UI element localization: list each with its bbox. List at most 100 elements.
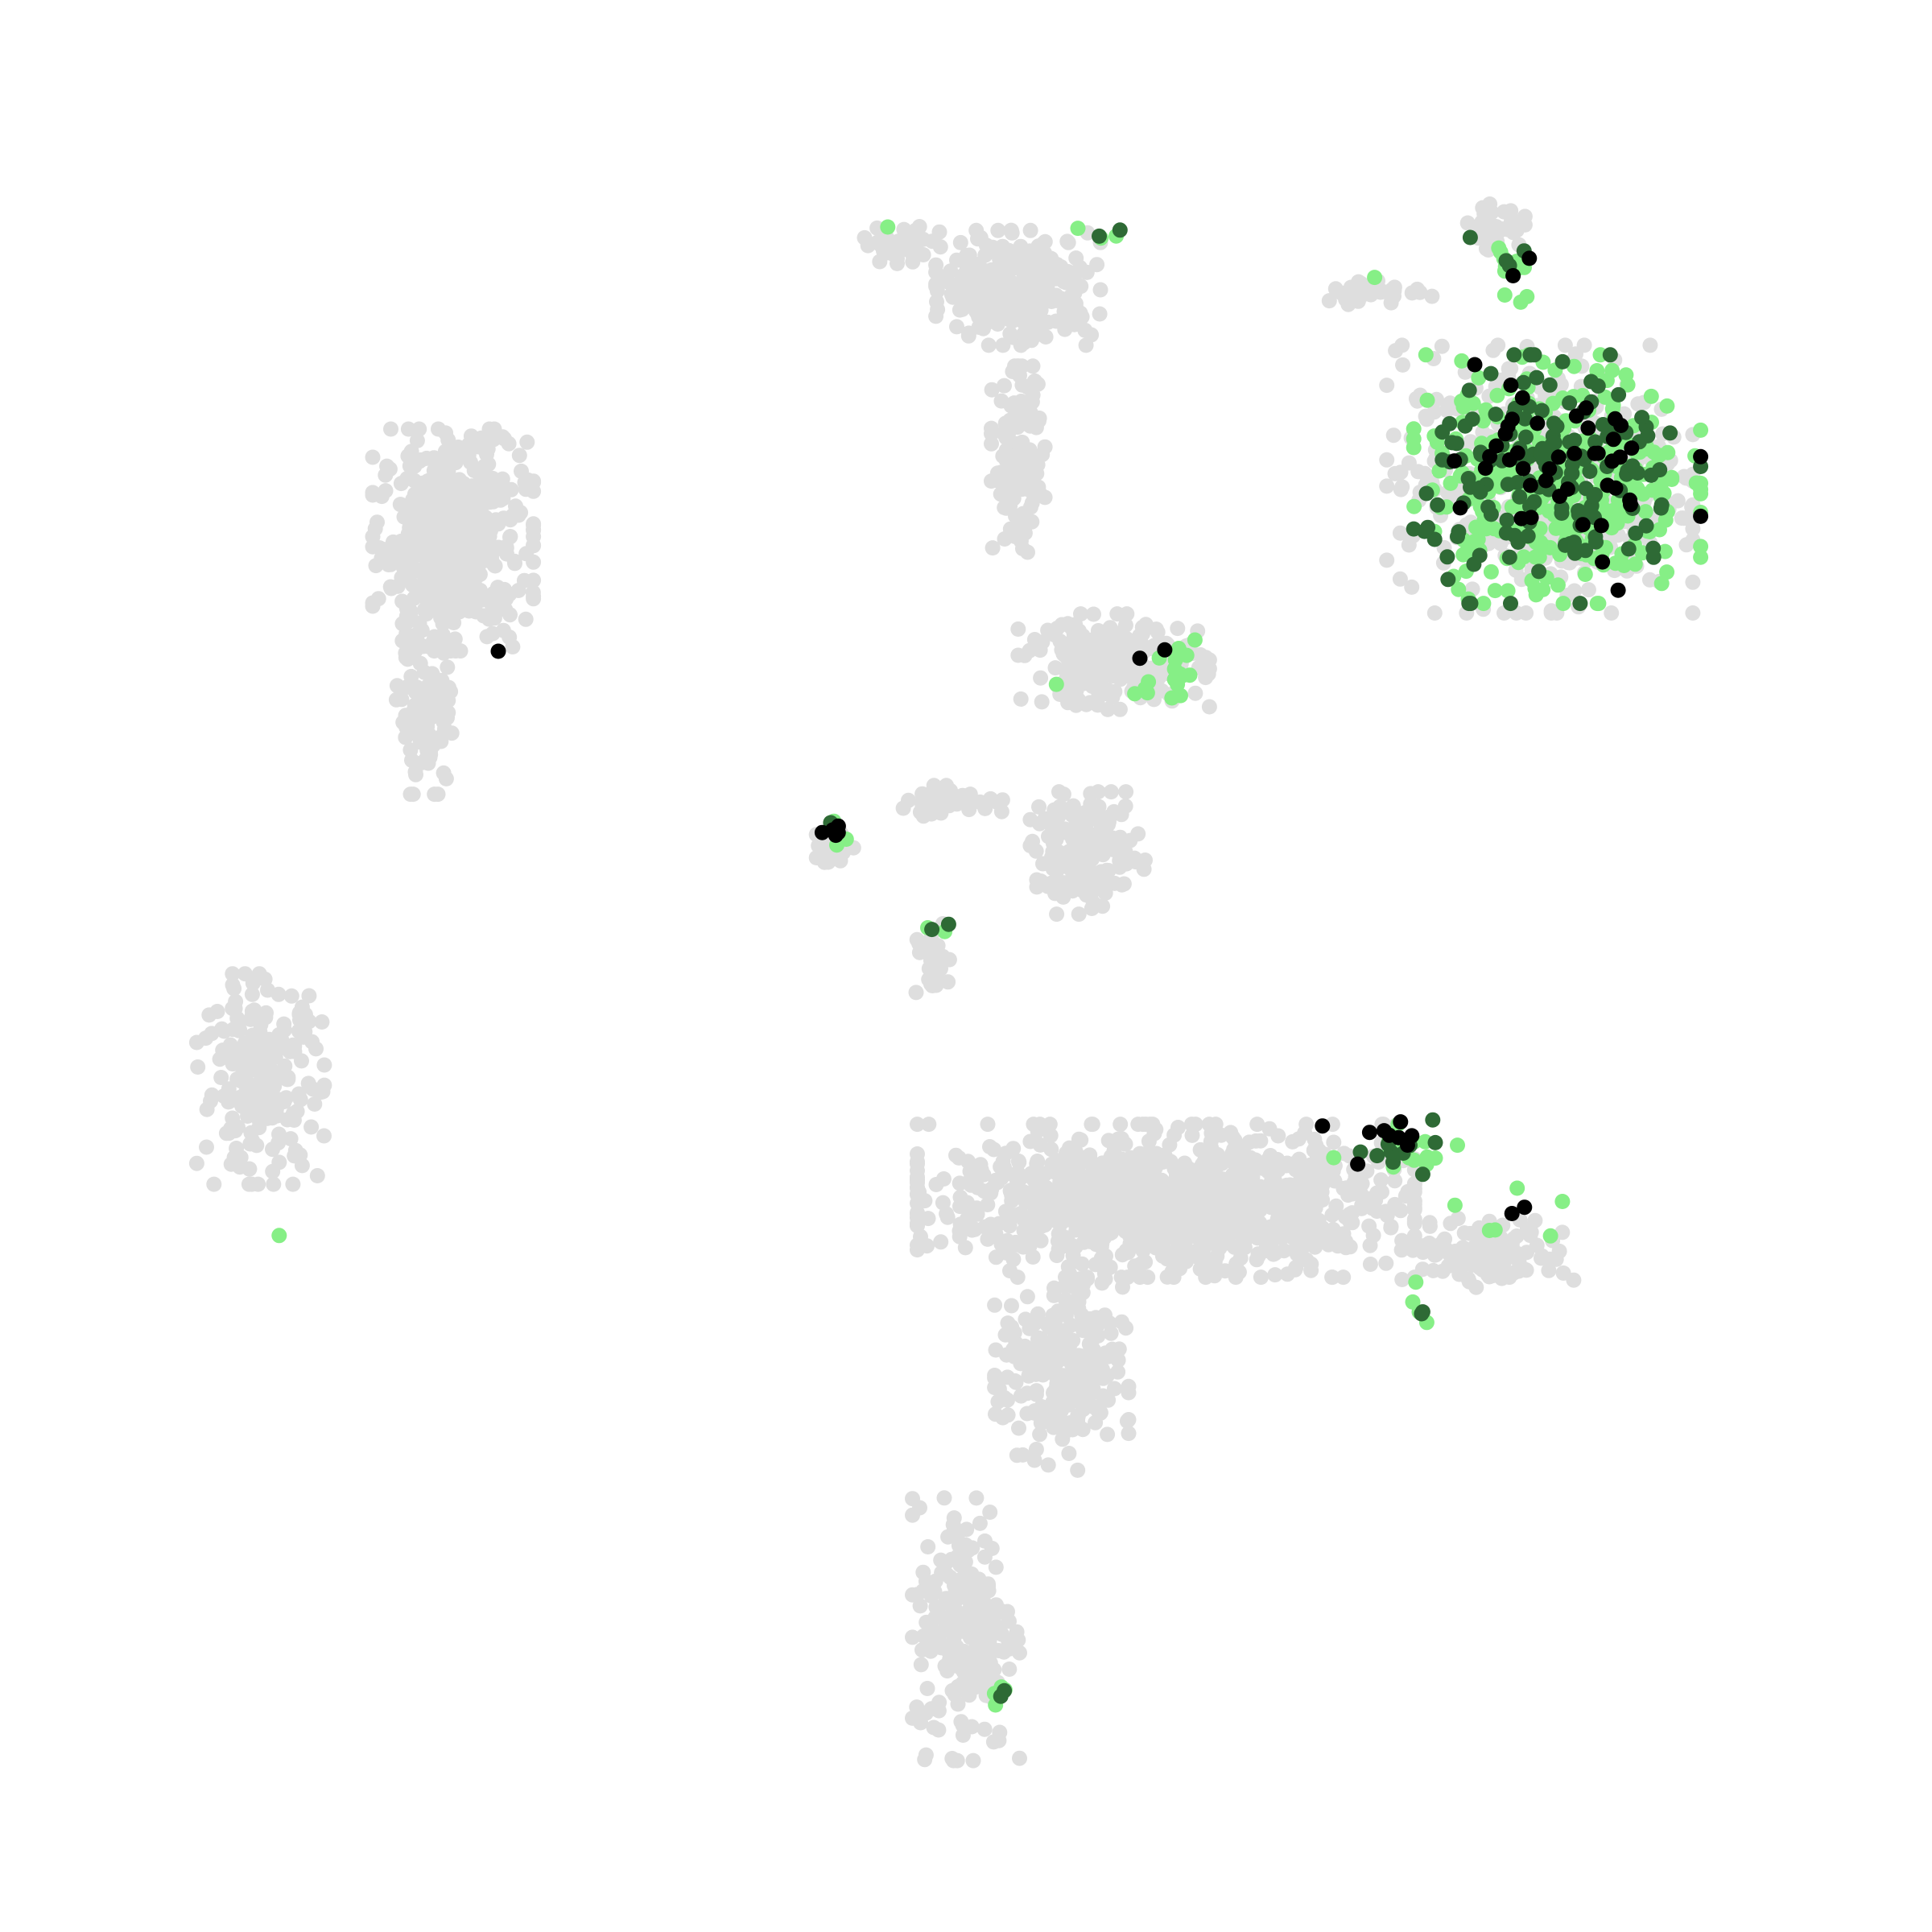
background-cell-point: [913, 1715, 929, 1731]
background-cell-point: [926, 782, 942, 798]
background-cell-point: [250, 1109, 266, 1125]
background-cell-point: [440, 574, 456, 590]
background-cell-point: [420, 473, 436, 489]
background-cell-point: [1092, 661, 1108, 677]
background-cell-point: [1092, 814, 1108, 830]
background-cell-point: [1098, 1248, 1113, 1264]
background-cell-point: [956, 1643, 972, 1659]
background-cell-point: [1013, 1170, 1029, 1186]
background-cell-point: [1084, 632, 1100, 648]
background-cell-point: [1107, 642, 1123, 658]
mid-expression-point: [1418, 485, 1435, 502]
mid-expression-point: [1461, 382, 1477, 398]
background-cell-point: [229, 1141, 245, 1156]
mid-expression-point: [1640, 427, 1656, 444]
background-cell-point: [995, 337, 1011, 353]
background-cell-point: [968, 1490, 985, 1506]
background-cell-point: [419, 600, 435, 615]
background-cell-point: [1069, 1157, 1085, 1173]
background-cell-point: [955, 287, 971, 303]
background-cell-point: [365, 595, 381, 611]
mid-expression-point: [1542, 377, 1558, 393]
low-expression-point: [1164, 690, 1180, 706]
mid-expression-point: [1414, 1306, 1430, 1322]
background-cell-point: [435, 506, 451, 522]
background-cell-point: [1110, 1364, 1126, 1380]
mid-expression-point: [1480, 499, 1496, 515]
background-cell-point: [1093, 1162, 1109, 1178]
background-cell-point: [291, 1086, 307, 1102]
low-expression-point: [1659, 398, 1675, 414]
background-cell-point: [971, 320, 987, 335]
background-cell-point: [1335, 1269, 1352, 1286]
background-cell-point: [1262, 1183, 1278, 1199]
high-expression-point: [1605, 431, 1621, 448]
background-cell-point: [1324, 1269, 1340, 1286]
background-cell-point: [972, 1515, 988, 1531]
background-cell-point: [940, 974, 956, 990]
background-cell-point: [1064, 858, 1080, 874]
low-expression-point: [1693, 422, 1709, 438]
background-cell-point: [499, 546, 514, 562]
low-expression-point: [1450, 1137, 1465, 1154]
background-cell-point: [1201, 661, 1217, 677]
background-cell-point: [984, 436, 999, 452]
background-cell-point: [1011, 1420, 1026, 1436]
background-cell-point: [946, 1752, 961, 1769]
background-cell-point: [1253, 1269, 1269, 1286]
low-expression-point: [1408, 1274, 1424, 1290]
low-expression-point: [1447, 1197, 1463, 1213]
background-cell-point: [972, 1632, 989, 1647]
background-cell-point: [969, 305, 985, 321]
background-cell-point: [518, 611, 534, 627]
background-cell-point: [1034, 694, 1050, 710]
background-cell-point: [808, 850, 824, 865]
background-cell-point: [924, 233, 940, 250]
background-cell-point: [1523, 1224, 1539, 1241]
background-cell-point: [1103, 784, 1119, 800]
background-cell-point: [188, 1155, 204, 1171]
background-cell-point: [1132, 628, 1148, 644]
background-cell-point: [1279, 1266, 1295, 1282]
background-cell-point: [1223, 1191, 1239, 1208]
background-cell-point: [1004, 1298, 1019, 1314]
background-cell-point: [467, 555, 483, 572]
background-cell-point: [914, 798, 931, 814]
background-cell-point: [526, 591, 542, 607]
low-expression-point: [1577, 567, 1593, 582]
background-cell-point: [980, 1117, 996, 1133]
background-cell-point: [1094, 1236, 1110, 1252]
background-cell-point: [984, 420, 999, 436]
background-cell-point: [1167, 1208, 1183, 1224]
background-cell-point: [419, 742, 436, 758]
background-cell-point: [502, 607, 518, 623]
background-cell-point: [253, 1017, 269, 1033]
background-cell-point: [1097, 877, 1113, 894]
background-cell-point: [919, 1614, 935, 1630]
background-cell-point: [960, 1154, 976, 1170]
high-expression-point: [1505, 268, 1521, 283]
mid-expression-point: [1440, 572, 1456, 588]
background-cell-point: [1094, 1275, 1110, 1291]
background-cell-point: [1192, 1141, 1208, 1158]
background-cell-point: [1019, 1406, 1035, 1422]
background-cell-point: [993, 1170, 1009, 1186]
background-cell-point: [1031, 1199, 1047, 1216]
background-cell-point: [1064, 691, 1080, 707]
background-cell-point: [437, 720, 452, 737]
background-cell-point: [1459, 215, 1476, 231]
background-cell-point: [1541, 1262, 1557, 1278]
high-expression-point: [1509, 445, 1525, 461]
background-cell-point: [411, 542, 427, 558]
background-cell-point: [1070, 1418, 1086, 1435]
low-expression-point: [1604, 362, 1620, 378]
mid-expression-point: [1564, 465, 1580, 481]
background-cell-point: [436, 765, 452, 781]
background-cell-point: [995, 1410, 1011, 1426]
background-cell-point: [276, 1016, 292, 1032]
background-cell-point: [1022, 1133, 1038, 1150]
background-cell-point: [1496, 204, 1512, 220]
high-expression-point: [1693, 508, 1709, 524]
background-cell-point: [1015, 1212, 1031, 1227]
background-cell-point: [404, 505, 420, 521]
